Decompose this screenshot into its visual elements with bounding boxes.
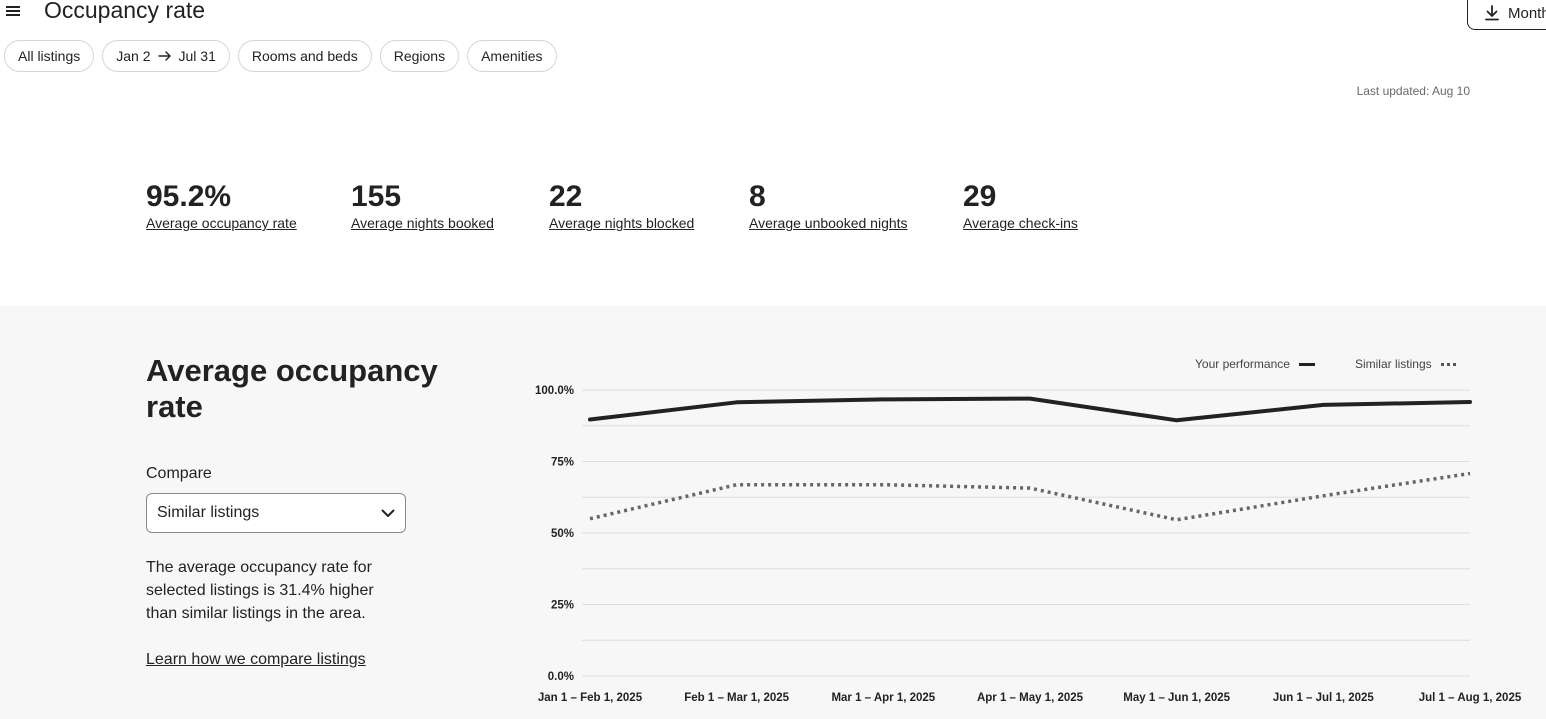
filter-all-listings[interactable]: All listings bbox=[4, 40, 95, 72]
monthly-button-label: Monthl bbox=[1508, 4, 1546, 22]
filter-label: Rooms and beds bbox=[251, 48, 358, 64]
filter-amenities[interactable]: Amenities bbox=[467, 40, 557, 72]
x-tick-label: Jan 1 – Feb 1, 2025 bbox=[538, 692, 643, 704]
download-icon bbox=[1485, 5, 1499, 21]
filter-label: Regions bbox=[393, 48, 446, 64]
arrow-right-icon bbox=[157, 51, 171, 61]
section-title: Average occupancy rate bbox=[146, 353, 438, 424]
filter-rooms-and-beds[interactable]: Rooms and beds bbox=[237, 40, 372, 72]
stat-nights-booked: 155 Average nights booked bbox=[351, 180, 494, 231]
occupancy-line-chart: 0.0% 25% 50% 75% 100.0% Jan 1 – Feb 1, 2025 F… bbox=[535, 385, 1522, 704]
stat-label-link[interactable]: Average check-ins bbox=[963, 215, 1078, 231]
stat-value: 22 bbox=[549, 180, 583, 213]
stat-nights-blocked: 22 Average nights blocked bbox=[549, 180, 694, 231]
stat-unbooked-nights: 8 Average unbooked nights bbox=[749, 180, 908, 231]
menu-icon[interactable] bbox=[6, 4, 20, 18]
stat-value: 95.2% bbox=[146, 180, 232, 213]
stat-value: 29 bbox=[963, 180, 997, 213]
legend-swatch-dotted bbox=[1440, 362, 1457, 366]
y-tick-label: 50% bbox=[551, 528, 574, 540]
x-tick-label: Apr 1 – May 1, 2025 bbox=[977, 692, 1084, 704]
stat-label-link[interactable]: Average occupancy rate bbox=[146, 215, 297, 231]
chevron-down-icon bbox=[381, 509, 395, 517]
filter-date-range[interactable]: Jan 2 Jul 31 bbox=[102, 40, 230, 72]
stat-value: 155 bbox=[351, 180, 402, 213]
stat-check-ins: 29 Average check-ins bbox=[963, 180, 1078, 231]
date-end: Jul 31 bbox=[178, 48, 216, 64]
filter-regions[interactable]: Regions bbox=[379, 40, 460, 72]
stat-label-link[interactable]: Average nights blocked bbox=[549, 215, 695, 231]
y-tick-label: 25% bbox=[551, 600, 574, 612]
legend-swatch-solid bbox=[1298, 362, 1315, 366]
compare-select[interactable]: Similar listings bbox=[146, 493, 406, 533]
stat-value: 8 bbox=[749, 180, 766, 213]
filter-label: All listings bbox=[18, 48, 81, 64]
x-tick-label: Jul 1 – Aug 1, 2025 bbox=[1419, 692, 1522, 704]
compare-select-value: Similar listings bbox=[157, 504, 260, 521]
chart-legend: Your performance Similar listings bbox=[1195, 357, 1457, 371]
y-tick-label: 0.0% bbox=[548, 671, 574, 683]
filter-label: Amenities bbox=[481, 48, 543, 64]
legend-label: Similar listings bbox=[1354, 357, 1432, 371]
legend-item-similar-listings: Similar listings bbox=[1355, 357, 1457, 371]
legend-label: Your performance bbox=[1195, 357, 1290, 371]
monthly-download-button[interactable]: Monthl bbox=[1467, 0, 1546, 30]
last-updated: Last updated: Aug 10 bbox=[1356, 84, 1470, 98]
series-line-your-performance bbox=[588, 396, 1472, 423]
compare-description: The average occupancy rate for selected … bbox=[146, 559, 374, 622]
stat-occupancy-rate: 95.2% Average occupancy rate bbox=[146, 180, 297, 231]
page-title: Occupancy rate bbox=[44, 0, 206, 23]
compare-label: Compare bbox=[146, 465, 212, 482]
x-tick-label: Jun 1 – Jul 1, 2025 bbox=[1273, 692, 1375, 704]
stat-label-link[interactable]: Average nights booked bbox=[351, 215, 494, 231]
y-tick-label: 100.0% bbox=[535, 385, 574, 397]
legend-item-your-performance: Your performance bbox=[1195, 357, 1315, 371]
date-start: Jan 2 bbox=[116, 48, 151, 64]
occupancy-section: Average occupancy rate Compare Similar l… bbox=[0, 306, 1546, 719]
filter-bar: All listings Jan 2 Jul 31 Rooms and beds… bbox=[4, 40, 557, 72]
y-tick-label: 75% bbox=[551, 457, 574, 469]
x-tick-label: May 1 – Jun 1, 2025 bbox=[1123, 692, 1230, 704]
x-tick-label: Mar 1 – Apr 1, 2025 bbox=[831, 692, 935, 704]
learn-compare-link[interactable]: Learn how we compare listings bbox=[146, 651, 366, 668]
stat-label-link[interactable]: Average unbooked nights bbox=[749, 215, 908, 231]
series-line-similar-listings bbox=[589, 471, 1471, 522]
x-tick-label: Feb 1 – Mar 1, 2025 bbox=[684, 692, 789, 704]
